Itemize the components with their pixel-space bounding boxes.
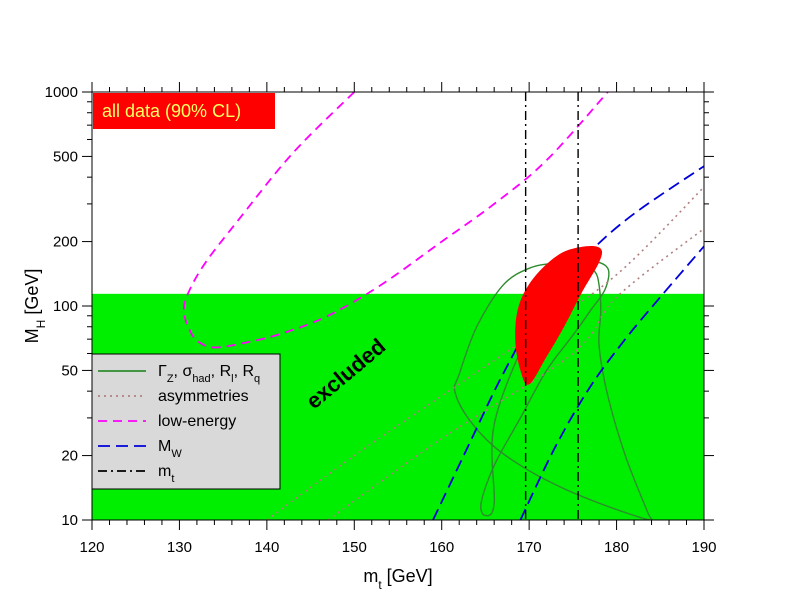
badge-text: all data (90% CL) [102, 101, 241, 121]
y-tick-label: 10 [61, 512, 78, 529]
series-line-6 [519, 245, 704, 520]
y-tick-label: 20 [61, 448, 78, 465]
legend: ΓZ, σhad, Rl, Rq asymmetries low-energy MW m… [91, 353, 281, 490]
x-tick-label: 150 [342, 539, 367, 556]
legend-label-mt: mt [158, 463, 174, 485]
badge-box [93, 93, 275, 129]
series-line-2 [453, 262, 654, 520]
x-tick-label: 190 [691, 539, 716, 556]
x-tick-label: 120 [79, 539, 104, 556]
x-tick-label: 170 [517, 539, 542, 556]
series-line-5 [432, 165, 704, 520]
x-tick-label: 180 [604, 539, 629, 556]
y-tick-label: 1000 [45, 84, 78, 101]
y-tick-label: 50 [61, 362, 78, 379]
series-layer [182, 92, 704, 520]
legend-label-mw: MW [158, 438, 182, 460]
legend-label-gamma: ΓZ, σhad, Rl, Rq [158, 363, 260, 385]
y-tick-label: 100 [53, 298, 78, 315]
x-tick-label: 140 [254, 539, 279, 556]
x-axis-title: mt [GeV] [363, 566, 432, 592]
series-red-ellipse [515, 245, 603, 385]
y-tick-label: 500 [53, 148, 78, 165]
series-line-0 [182, 92, 609, 349]
legend-label-lowe: low-energy [158, 413, 236, 430]
x-tick-label: 160 [429, 539, 454, 556]
y-axis-title: MH [GeV] [22, 269, 48, 344]
x-tick-label: 130 [167, 539, 192, 556]
legend-box [91, 353, 281, 490]
y-tick-label: 200 [53, 234, 78, 251]
legend-label-asym: asymmetries [158, 388, 249, 405]
axes-layer: 120 130 140 150 160 170 180 190 10 20 50 100 200 500 1… [22, 82, 717, 592]
